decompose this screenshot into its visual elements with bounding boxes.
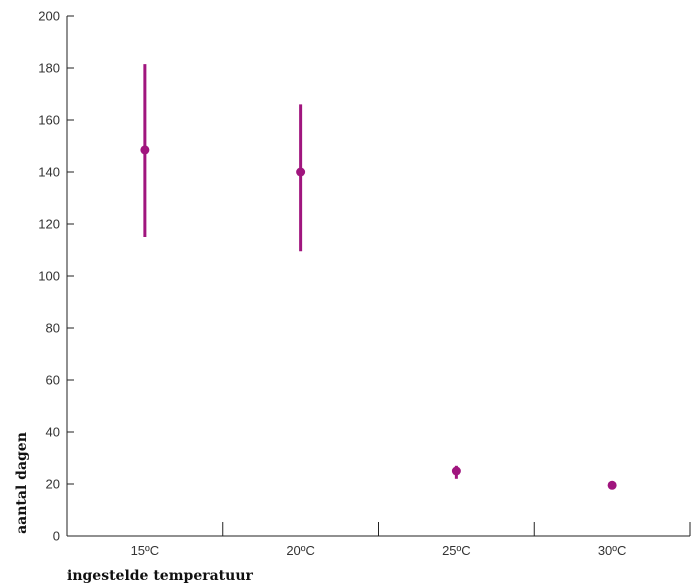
y-tick-label: 120: [38, 217, 60, 232]
y-tick-label: 80: [46, 321, 60, 336]
x-tick-label: 20ºC: [286, 543, 315, 558]
x-tick-label: 25ºC: [442, 543, 471, 558]
y-tick-label: 100: [38, 269, 60, 284]
y-axis: 0 20 40 60 80 100 120 140 160 180 200: [38, 9, 74, 544]
y-tick-label: 40: [46, 425, 60, 440]
y-tick-label: 60: [46, 373, 60, 388]
x-axis-title: ingestelde temperatuur: [67, 568, 253, 584]
y-axis-title: aantal dagen: [14, 432, 30, 534]
y-tick-label: 180: [38, 61, 60, 76]
x-tick-label: 15ºC: [131, 543, 160, 558]
y-tick-label: 20: [46, 477, 60, 492]
x-tick-label: 30ºC: [598, 543, 627, 558]
x-axis: 15ºC 20ºC 25ºC 30ºC: [66, 522, 691, 558]
data-point: [607, 480, 617, 490]
y-tick-label: 0: [53, 529, 60, 544]
data-point: [451, 466, 461, 476]
data-point: [296, 167, 306, 177]
data-marks: [140, 64, 617, 490]
data-point: [140, 145, 150, 155]
y-tick-label: 200: [38, 9, 60, 24]
y-tick-label: 160: [38, 113, 60, 128]
y-tick-label: 140: [38, 165, 60, 180]
